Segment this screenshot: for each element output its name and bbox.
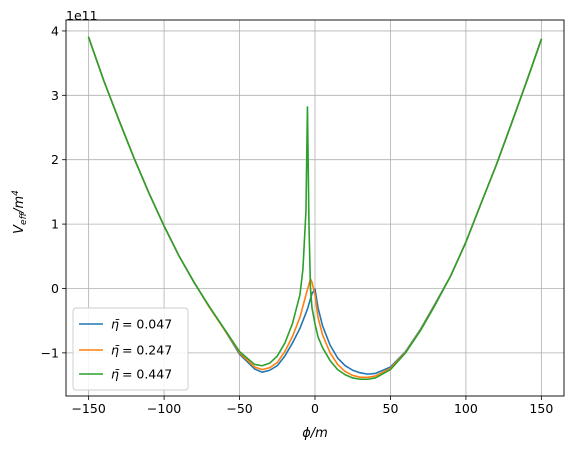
x-tick-label: 50	[383, 401, 399, 416]
legend: η̄ = 0.047 η̄ = 0.247 η̄ = 0.447	[72, 307, 189, 391]
legend-label-2: η̄ = 0.247	[111, 343, 172, 358]
y-tick-label: 1	[51, 217, 59, 232]
y-tick-label: 0	[51, 281, 59, 296]
x-axis-ticks: −150 −100 −50 0 50 100 150	[71, 396, 553, 416]
y-tick-label: 4	[51, 23, 59, 38]
x-tick-label: −50	[226, 401, 252, 416]
y-tick-label: −1	[41, 345, 59, 360]
x-tick-label: 100	[454, 401, 478, 416]
legend-label-3: η̄ = 0.447	[111, 367, 172, 382]
legend-label-1: η̄ = 0.047	[111, 317, 172, 332]
legend-entry-3: η̄ = 0.447	[79, 367, 172, 382]
legend-box	[72, 307, 189, 391]
x-axis-label: ϕ/m	[302, 426, 328, 441]
series-layer	[87, 36, 543, 381]
legend-entry-1: η̄ = 0.047	[79, 317, 172, 332]
legend-entry-2: η̄ = 0.247	[79, 343, 172, 358]
y-tick-label: 2	[51, 152, 59, 167]
y-axis-ticks: −1 0 1 2 3 4	[41, 23, 66, 360]
y-offset-text: 1e11	[66, 8, 98, 23]
y-tick-label: 3	[51, 88, 59, 103]
series-line-3	[87, 36, 543, 381]
y-axis-label: Veff/m4	[11, 190, 29, 234]
x-tick-label: 150	[529, 401, 553, 416]
x-tick-label: 0	[311, 401, 319, 416]
x-tick-label: −100	[147, 401, 181, 416]
x-tick-label: −150	[71, 401, 105, 416]
